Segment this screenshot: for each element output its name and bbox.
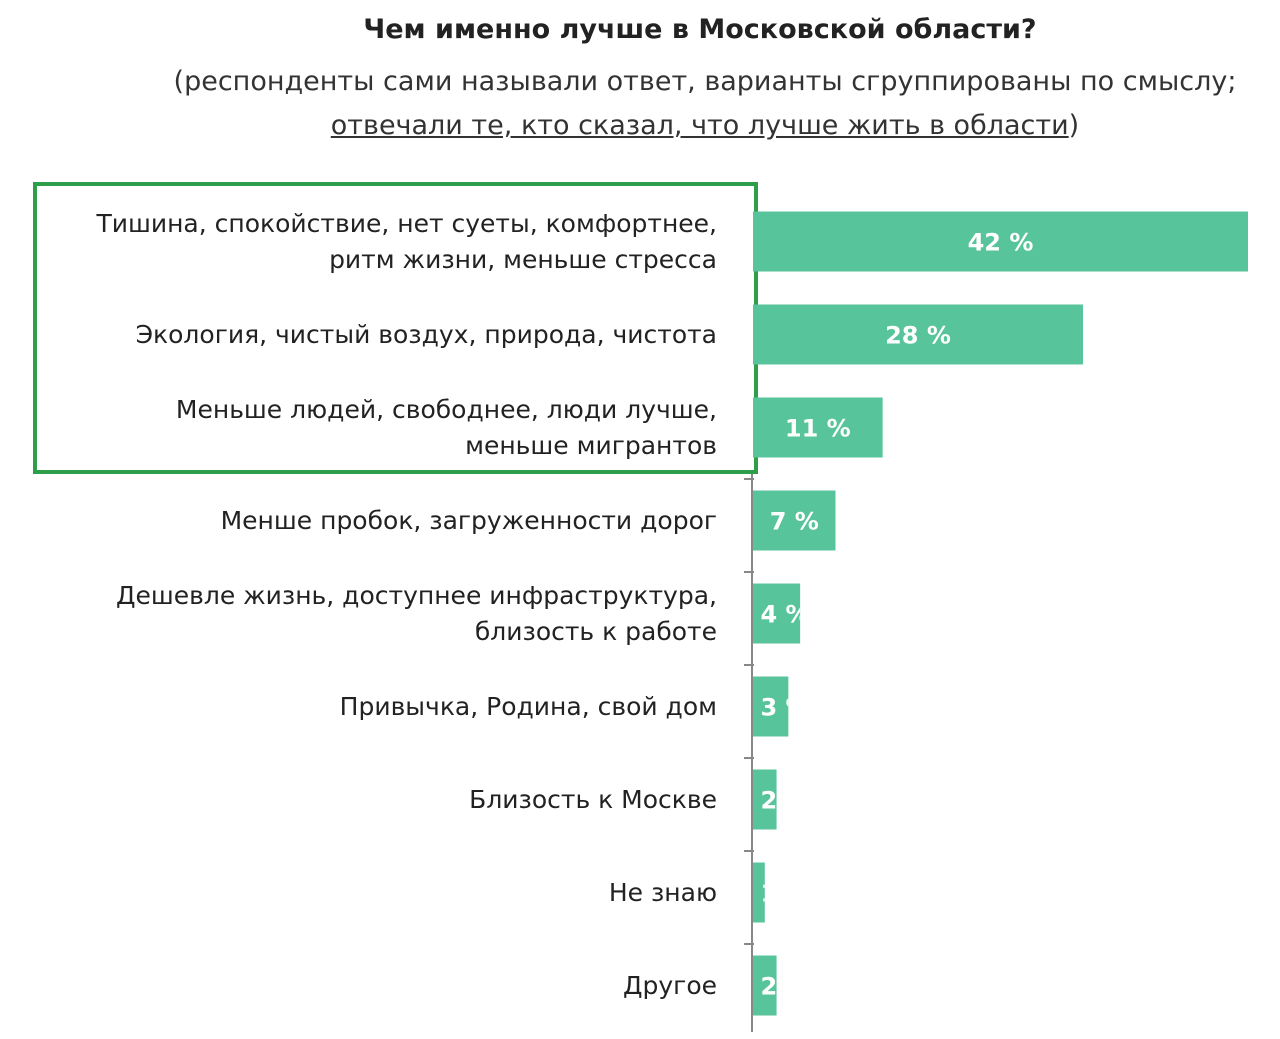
- category-label: Близость к Москве: [469, 784, 717, 814]
- bar: [753, 676, 789, 737]
- value-label: 2 %: [760, 973, 809, 1001]
- bar: [753, 862, 765, 923]
- subtitle: (респонденты сами называли ответ, вариан…: [173, 66, 1237, 97]
- bar: [753, 583, 801, 644]
- category-label: Экология, чистый воздух, природа, чистот…: [135, 319, 717, 349]
- category-label: Менше пробок, загруженности дорог: [220, 505, 717, 535]
- bar: [753, 211, 1248, 272]
- subtitle-end: ): [1068, 110, 1080, 141]
- value-label: 11 %: [785, 415, 851, 443]
- category-label: Привычка, Родина, свой дом: [339, 691, 717, 721]
- category-label: Меньше людей, свободнее, люди лучше, мен…: [175, 394, 717, 460]
- bar: [753, 397, 883, 458]
- category-label: Дешевле жизнь, доступнее инфраструктура,…: [115, 580, 717, 646]
- value-label: 4 %: [760, 601, 809, 629]
- chart-subtitle: (респонденты сами называли ответ, вариан…: [150, 60, 1260, 148]
- value-label: 3 %: [760, 694, 809, 722]
- value-label: 1 %: [760, 880, 809, 908]
- value-label: 7 %: [770, 508, 819, 536]
- value-label: 28 %: [885, 322, 951, 350]
- bar: [753, 490, 836, 551]
- value-label: 2 %: [760, 787, 809, 815]
- bar: [753, 304, 1083, 365]
- category-label: Не знаю: [608, 877, 717, 907]
- category-label: Другое: [622, 970, 717, 1000]
- value-label: 42 %: [968, 229, 1034, 257]
- chart-title: Чем именно лучше в Московской области?: [363, 14, 1037, 45]
- bar: [753, 769, 777, 830]
- bar: [753, 955, 777, 1016]
- subtitle-note: отвечали те, кто сказал, что лучше жить …: [330, 110, 1069, 141]
- category-label: Тишина, спокойствие, нет суеты, комфортн…: [96, 208, 717, 274]
